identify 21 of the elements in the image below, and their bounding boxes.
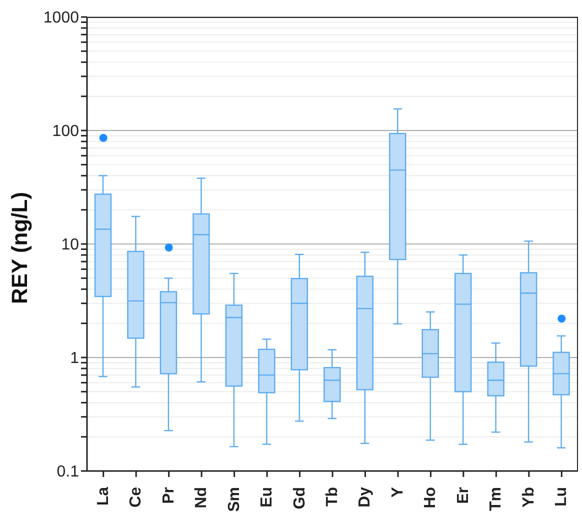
y-axis-title: REY (ng/L)	[6, 192, 32, 304]
x-tick-label: Er	[454, 487, 472, 504]
y-tick-label: 100	[52, 123, 80, 140]
x-tick-label: La	[94, 486, 112, 506]
x-tick-label: Nd	[193, 487, 210, 508]
x-tick-label: Ce	[128, 486, 145, 508]
x-tick-label: Eu	[258, 487, 276, 508]
x-tick-label: Gd	[291, 487, 308, 510]
y-tick-label: 1	[70, 350, 80, 368]
x-tick-label: Lu	[553, 487, 570, 507]
x-tick-label: Dy	[356, 486, 374, 508]
x-tick-label: Yb	[520, 486, 538, 508]
y-tick-label: 10	[61, 236, 80, 254]
y-tick-label: 0.1	[56, 464, 80, 481]
y-tick-label: 1000	[43, 10, 80, 27]
x-tick-label: Tb	[324, 486, 341, 507]
x-tick-label: Sm	[226, 487, 243, 512]
x-tick-label: Tm	[488, 487, 505, 511]
x-tick-label: Pr	[160, 487, 178, 504]
x-tick-label: Ho	[422, 486, 440, 508]
x-tick-label: Y	[389, 486, 406, 498]
